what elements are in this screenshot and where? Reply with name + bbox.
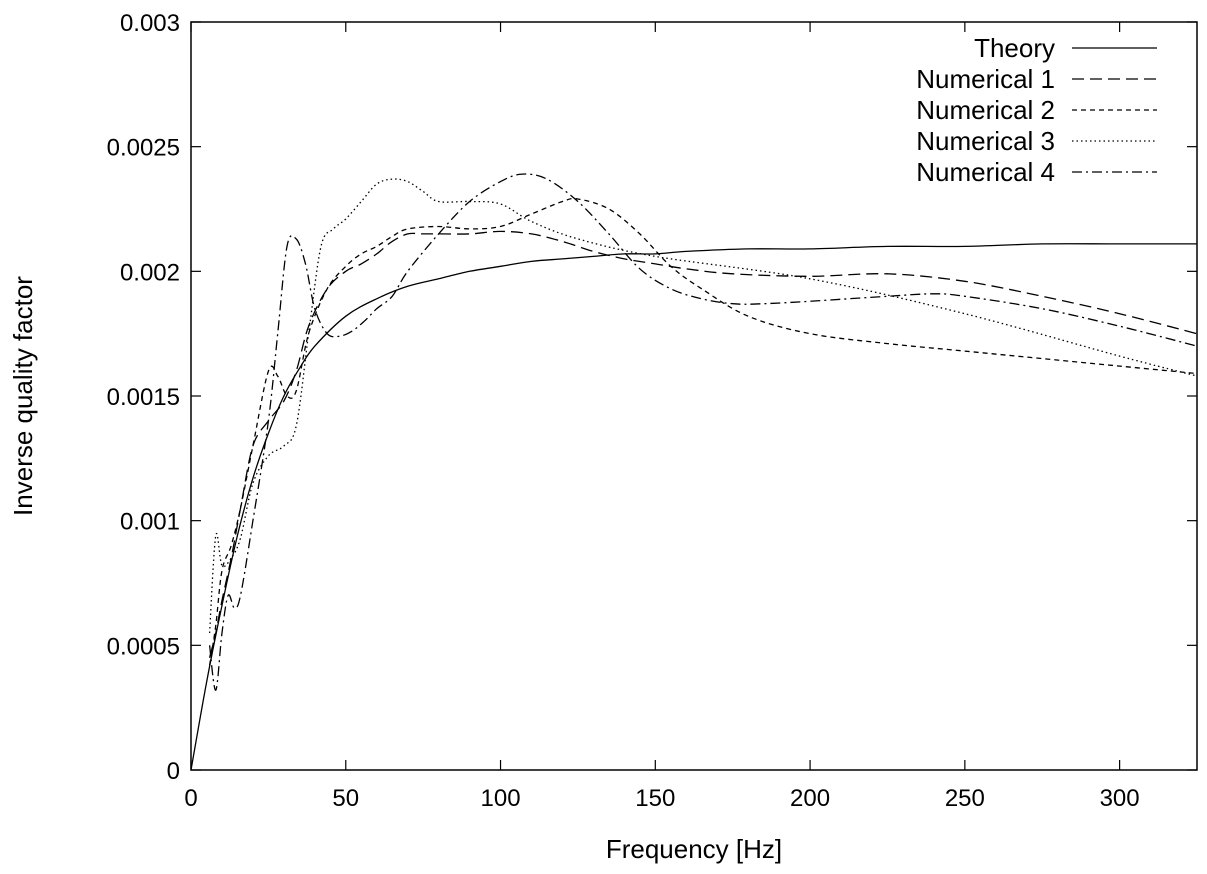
series-line-4: [208, 178, 1198, 633]
legend-label-5: Numerical 4: [916, 157, 1055, 187]
series-line-2: [208, 230, 1198, 658]
x-tick-label: 150: [635, 785, 675, 812]
y-tick-label: 0.002: [120, 259, 180, 286]
x-tick-label: 100: [481, 785, 521, 812]
series-line-5: [208, 173, 1198, 691]
legend-label-4: Numerical 3: [916, 126, 1055, 156]
series-layer: [190, 173, 1198, 771]
x-tick-label: 50: [332, 785, 359, 812]
x-tick-label: 200: [790, 785, 830, 812]
y-tick-label: 0.0005: [107, 633, 180, 660]
y-tick-label: 0.0015: [107, 384, 180, 411]
series-line-3: [208, 197, 1198, 666]
y-axis-label: Inverse quality factor: [8, 276, 38, 516]
y-ticks: 0 0.0005 0.001 0.0015 0.002 0.0025 0.003: [107, 10, 1197, 785]
x-tick-label: 0: [184, 785, 197, 812]
x-tick-label: 300: [1100, 785, 1140, 812]
x-tick-label: 250: [945, 785, 985, 812]
series-line-1: [190, 243, 1197, 771]
legend-label-2: Numerical 1: [916, 64, 1055, 94]
y-tick-label: 0.0025: [107, 135, 180, 162]
legend-label-3: Numerical 2: [916, 95, 1055, 125]
x-ticks: 0 50 100 150 200 250 300: [184, 22, 1140, 812]
y-tick-label: 0: [167, 758, 180, 785]
y-tick-label: 0.003: [120, 10, 180, 37]
y-tick-label: 0.001: [120, 509, 180, 536]
x-axis-label: Frequency [Hz]: [606, 834, 782, 864]
legend-label-1: Theory: [974, 33, 1055, 63]
